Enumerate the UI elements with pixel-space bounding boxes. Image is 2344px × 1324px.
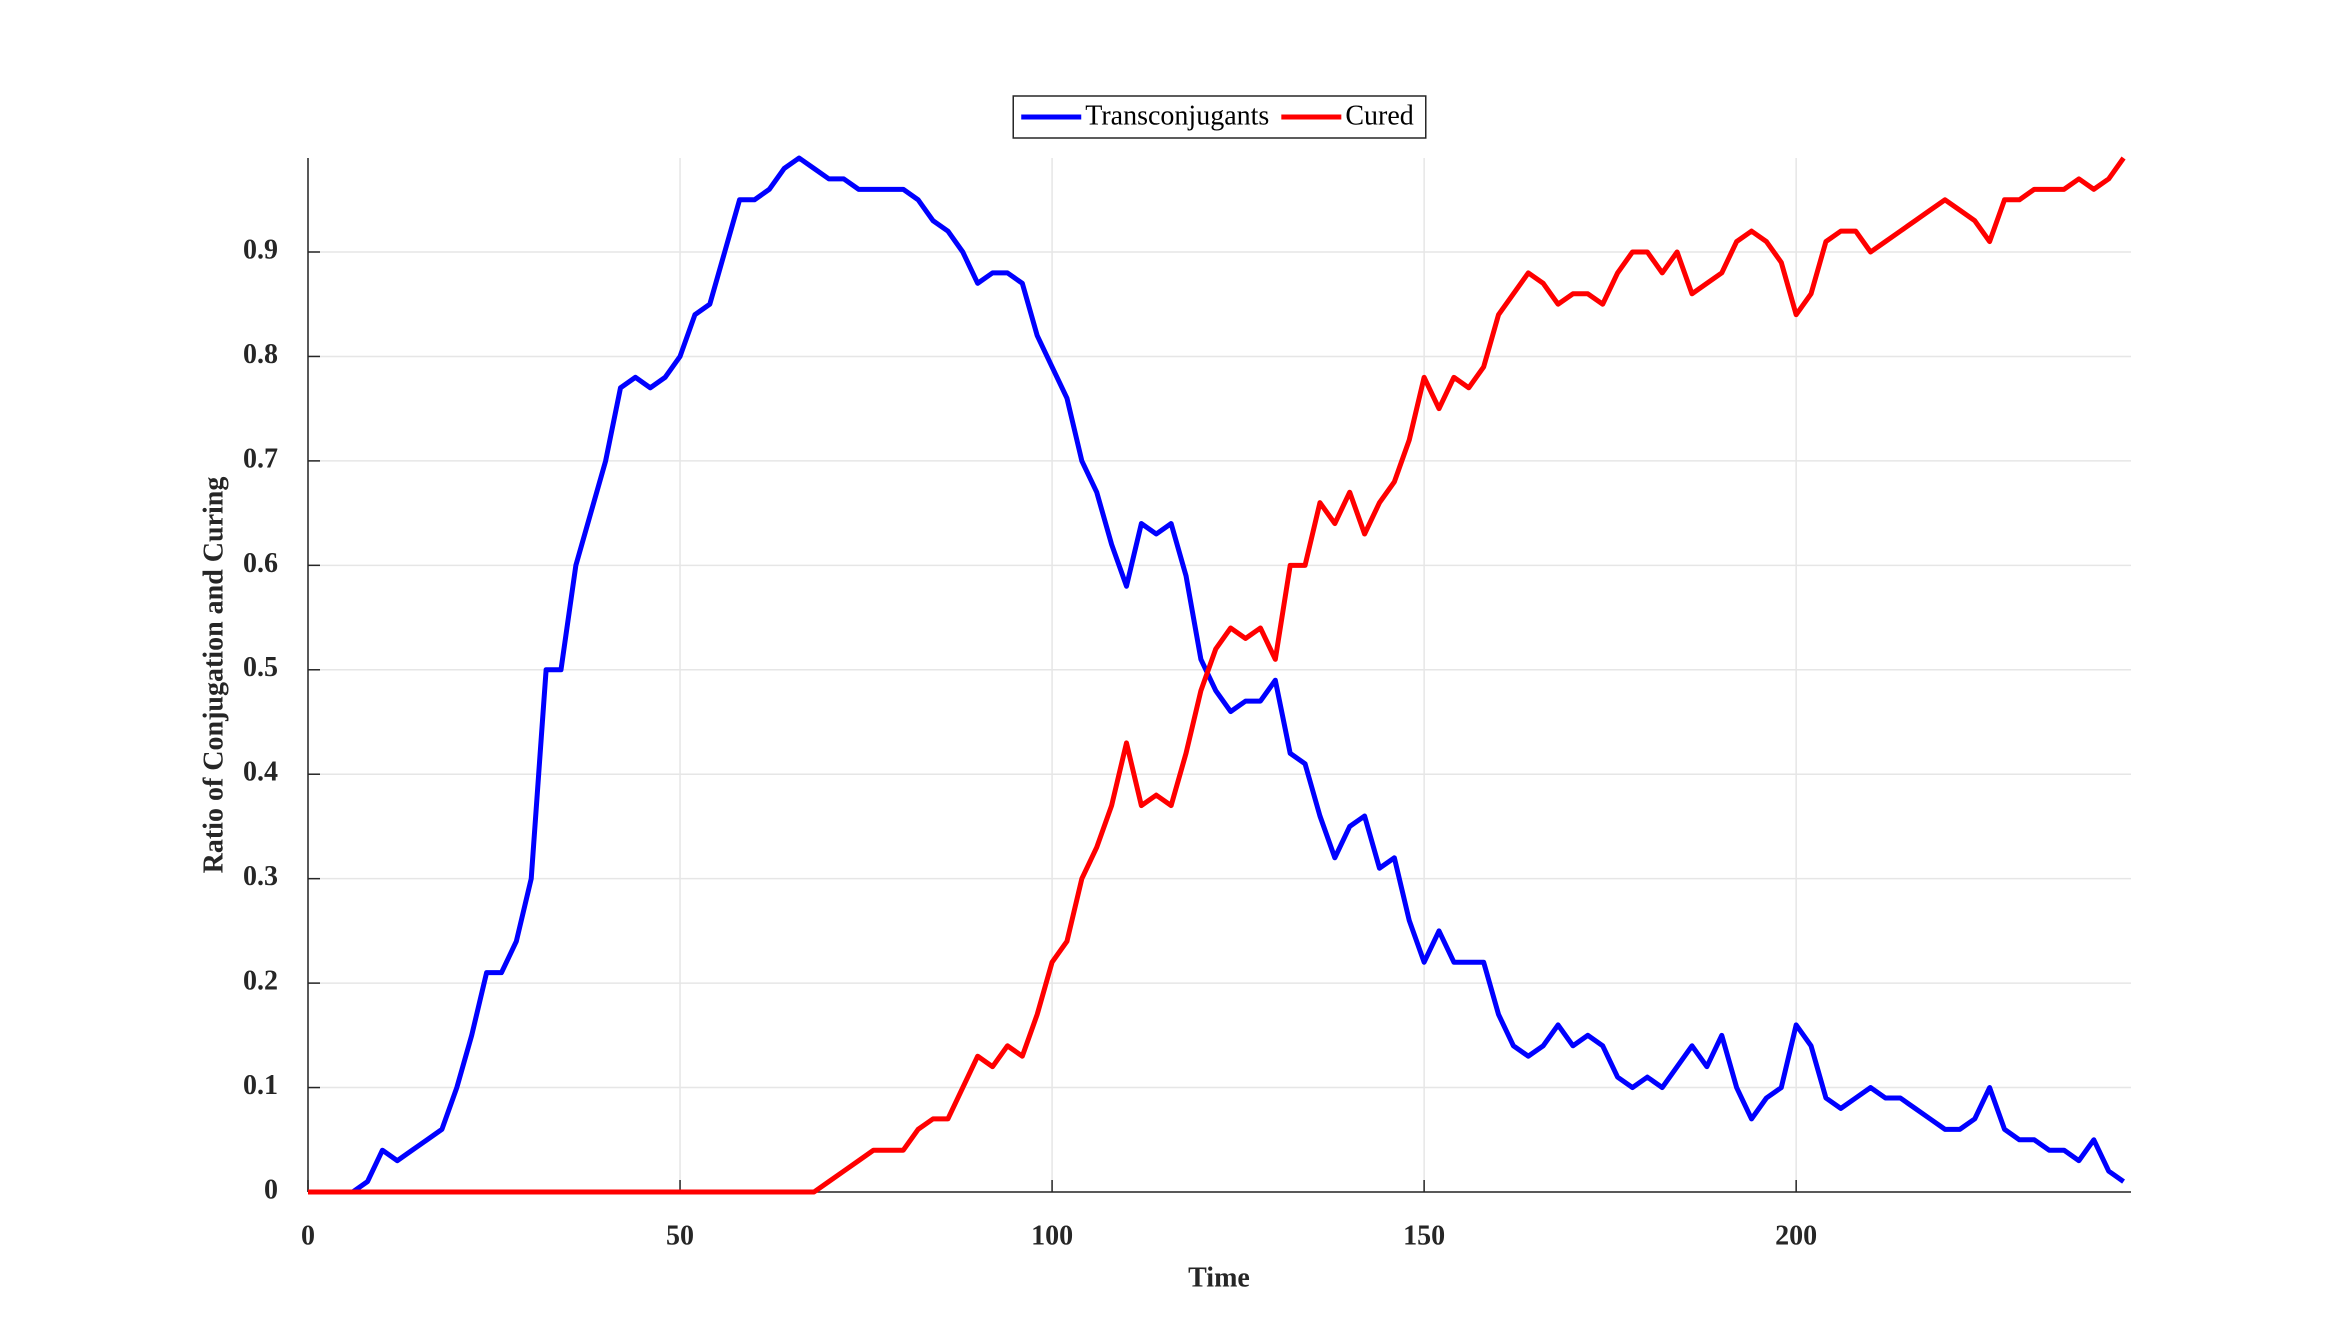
legend-label: Cured xyxy=(1345,100,1413,131)
x-tick-label: 100 xyxy=(1031,1220,1073,1251)
x-tick-label: 150 xyxy=(1403,1220,1445,1251)
series-line xyxy=(351,155,2125,1195)
plot-lines xyxy=(308,155,2126,1195)
y-tick-label: 0.8 xyxy=(243,339,278,370)
y-tick-label: 0.2 xyxy=(243,966,278,997)
y-tick-label: 0.7 xyxy=(243,443,278,474)
y-tick-label: 0.9 xyxy=(243,234,278,265)
y-tick-label: 0.6 xyxy=(243,548,278,579)
x-tick-label: 50 xyxy=(666,1220,694,1251)
x-axis-label: Time xyxy=(1188,1262,1250,1293)
legend-label: Transconjugants xyxy=(1085,100,1269,131)
x-tick-label: 200 xyxy=(1775,1220,1817,1251)
y-tick-label: 0.5 xyxy=(243,652,278,683)
legend: Transconjugants Cured xyxy=(1012,95,1427,139)
y-tick-label: 0.1 xyxy=(243,1070,278,1101)
y-tick-label: 0.4 xyxy=(243,757,278,788)
y-tick-label: 0 xyxy=(264,1174,278,1205)
y-tick-label: 0.3 xyxy=(243,861,278,892)
y-axis-label: Ratio of Conjugation and Curing xyxy=(198,477,229,874)
x-tick-label: 0 xyxy=(301,1220,315,1251)
legend-box xyxy=(1012,95,1427,139)
series-line xyxy=(308,156,2126,1195)
